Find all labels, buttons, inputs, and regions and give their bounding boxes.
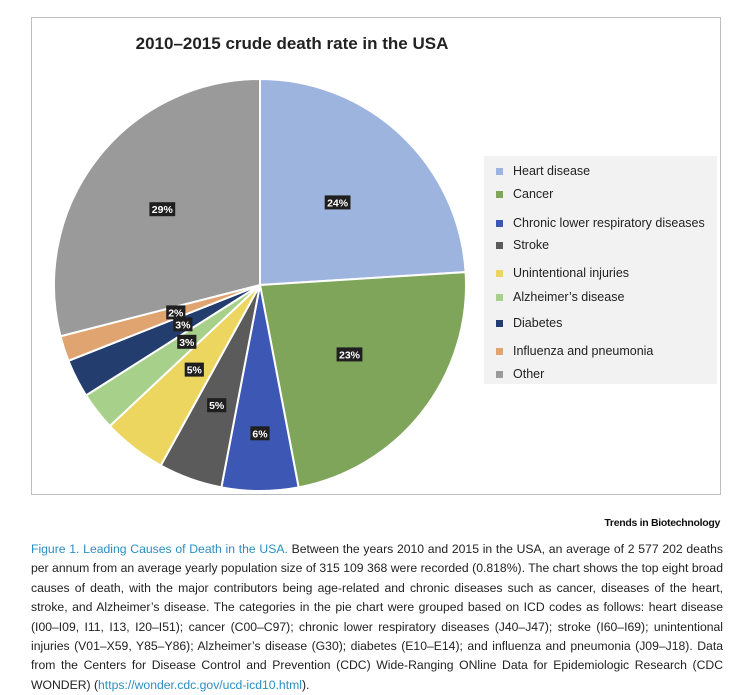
legend-item: Unintentional injuries [496, 264, 629, 282]
slice-label-bg [324, 195, 351, 210]
figure-caption: Figure 1. Leading Causes of Death in the… [31, 540, 723, 695]
legend-swatch [496, 219, 503, 227]
legend-swatch [496, 167, 503, 175]
legend-label: Diabetes [513, 316, 563, 330]
legend-label: Other [513, 367, 545, 381]
legend-label: Alzheimer’s disease [513, 290, 625, 304]
legend-item: Other [496, 365, 544, 383]
legend-label: Cancer [513, 187, 554, 201]
slice-label-bg [207, 398, 227, 413]
legend: Heart disease Cancer Chronic lower respira… [484, 156, 717, 384]
slice-label: 5% [184, 362, 204, 377]
slice-label: 6% [250, 426, 270, 441]
slice-label: 23% [336, 347, 363, 362]
slice-label-bg [173, 317, 193, 332]
caption-link[interactable]: https://wonder.cdc.gov/ucd-icd10.html [98, 677, 302, 692]
slice-label-bg [184, 362, 204, 377]
pie-chart: 24%23%6%5%5%3%3%2%29% [53, 77, 467, 492]
pie-slice [259, 77, 467, 287]
slice-label-text: 29% [152, 204, 174, 216]
legend-label: Influenza and pneumonia [513, 344, 654, 358]
slice-label-text: 24% [327, 197, 349, 209]
slice-label-text: 6% [252, 428, 268, 440]
legend-swatch [496, 241, 503, 249]
legend-item: Diabetes [496, 314, 562, 332]
slice-label-text: 23% [339, 349, 361, 361]
legend-label: Chronic lower respiratory diseases [513, 216, 705, 230]
chart-title: 2010–2015 crude death rate in the USA [135, 34, 449, 53]
slice-label-text: 3% [175, 319, 191, 331]
legend-swatch [496, 370, 503, 378]
slice-label: 2% [166, 305, 186, 320]
chart-frame: 2010–2015 crude death rate in the USA 24… [31, 17, 721, 495]
legend-item: Chronic lower respiratory diseases [496, 214, 705, 232]
legend-label: Unintentional injuries [513, 266, 630, 280]
legend-swatch [496, 293, 503, 301]
legend-swatch [496, 319, 503, 327]
legend-swatch [496, 190, 503, 198]
slice-label-bg [336, 347, 363, 362]
source-tag: Trends in Biotechnology [604, 517, 720, 529]
legend-item: Alzheimer’s disease [496, 288, 624, 306]
legend-item: Heart disease [496, 162, 590, 180]
legend-item: Influenza and pneumonia [496, 342, 653, 360]
slice-label-text: 5% [187, 365, 203, 377]
slice-label-text: 3% [179, 337, 195, 349]
caption-tail: ). [301, 677, 310, 692]
legend-swatch [496, 269, 503, 277]
legend-item: Stroke [496, 236, 549, 254]
slice-label: 5% [207, 398, 227, 413]
legend-label: Heart disease [513, 164, 591, 178]
slice-label: 3% [177, 334, 197, 349]
legend-label: Stroke [513, 238, 550, 252]
pie-slice [258, 271, 467, 489]
slice-label-text: 5% [209, 400, 225, 412]
slice-label: 29% [149, 202, 176, 217]
slice-label: 24% [324, 195, 351, 210]
legend-swatch [496, 347, 503, 355]
caption-body: Between the years 2010 and 2015 in the U… [31, 542, 723, 692]
slice-label-text: 2% [168, 307, 184, 319]
caption-lead: Figure 1. Leading Causes of Death in the… [31, 542, 288, 556]
slice-label-bg [177, 334, 197, 349]
slice-label-bg [166, 305, 186, 320]
legend-item: Cancer [496, 185, 553, 203]
slice-label-bg [250, 426, 270, 441]
slice-label-bg [149, 202, 176, 217]
slice-label: 3% [173, 317, 193, 332]
